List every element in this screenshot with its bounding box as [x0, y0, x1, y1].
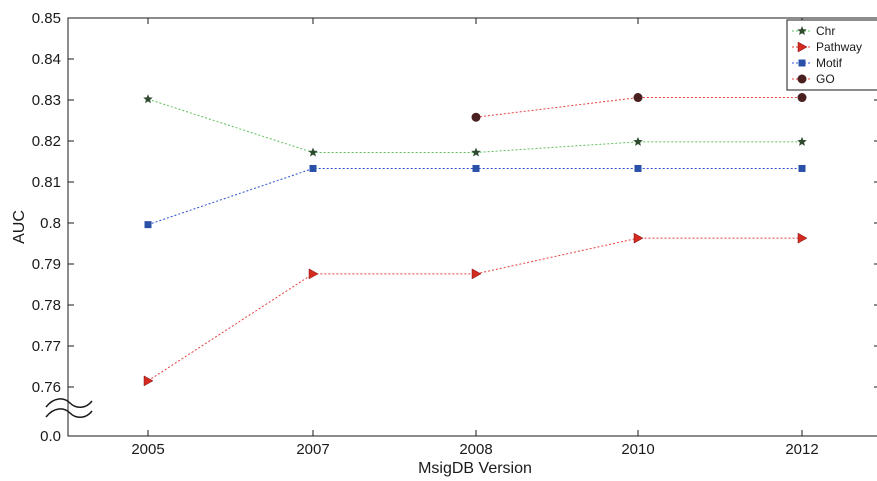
y-tick-label: 0.76: [32, 379, 61, 396]
point-pathway: [143, 375, 154, 387]
y-tick-label: 0.82: [32, 133, 61, 150]
point-motif: [144, 221, 152, 229]
point-chr: [308, 147, 318, 157]
y-tick-label: 0.78: [32, 297, 61, 314]
point-pathway: [308, 268, 319, 280]
point-pathway: [471, 268, 482, 280]
y-tick-label: 0.79: [32, 256, 61, 273]
legend: Chr Pathway Motif GO: [786, 19, 877, 91]
axes: [67, 17, 877, 437]
legend-label-chr: Chr: [816, 24, 835, 38]
y-tick-label: 0.81: [32, 174, 61, 191]
y-tick-label: 0.0: [40, 428, 61, 445]
y-tick-label: 0.85: [32, 10, 61, 27]
x-tick-label: 2007: [296, 441, 329, 458]
axis-break-wave: [45, 408, 93, 418]
point-chr: [797, 136, 807, 146]
point-motif: [309, 164, 317, 172]
y-tick-label: 0.8: [40, 215, 61, 232]
point-go: [797, 93, 807, 103]
point-motif: [472, 164, 480, 172]
x-tick-label: 2012: [785, 441, 818, 458]
axis-break-marker: [45, 398, 93, 418]
point-chr: [471, 147, 481, 157]
point-motif: [634, 164, 642, 172]
x-axis-label: MsigDB Version: [418, 460, 532, 477]
point-go: [471, 112, 481, 122]
plot-frame: [67, 17, 877, 437]
x-tick-label: 2010: [621, 441, 654, 458]
point-pathway: [633, 232, 644, 244]
axis-break-wave: [45, 398, 93, 408]
legend-marker-chr: [797, 26, 807, 36]
series-markers: [143, 93, 808, 387]
point-go: [633, 93, 643, 103]
point-chr: [143, 94, 153, 104]
x-tick-label: 2005: [131, 441, 164, 458]
point-chr: [633, 136, 643, 146]
y-tick-label: 0.77: [32, 338, 61, 355]
legend-label-motif: Motif: [816, 56, 843, 70]
x-tick-label: 2008: [459, 441, 492, 458]
legend-marker-pathway: [797, 41, 808, 53]
legend-label-pathway: Pathway: [816, 40, 862, 54]
point-pathway: [797, 232, 808, 244]
series-line-pathway: [147, 237, 802, 382]
series-line-go: [475, 97, 802, 118]
y-tick-label: 0.83: [32, 92, 61, 109]
axis-ticks: 0.85 0.84 0.83 0.82 0.81 0.8 0.79 0.78 0.77 0.76 0…: [32, 10, 877, 458]
legend-marker-motif: [798, 59, 806, 67]
legend-marker-go: [797, 74, 807, 84]
legend-label-go: GO: [816, 72, 835, 86]
y-axis-label: AUC: [11, 210, 28, 244]
y-tick-label: 0.84: [32, 51, 61, 68]
point-motif: [798, 164, 806, 172]
